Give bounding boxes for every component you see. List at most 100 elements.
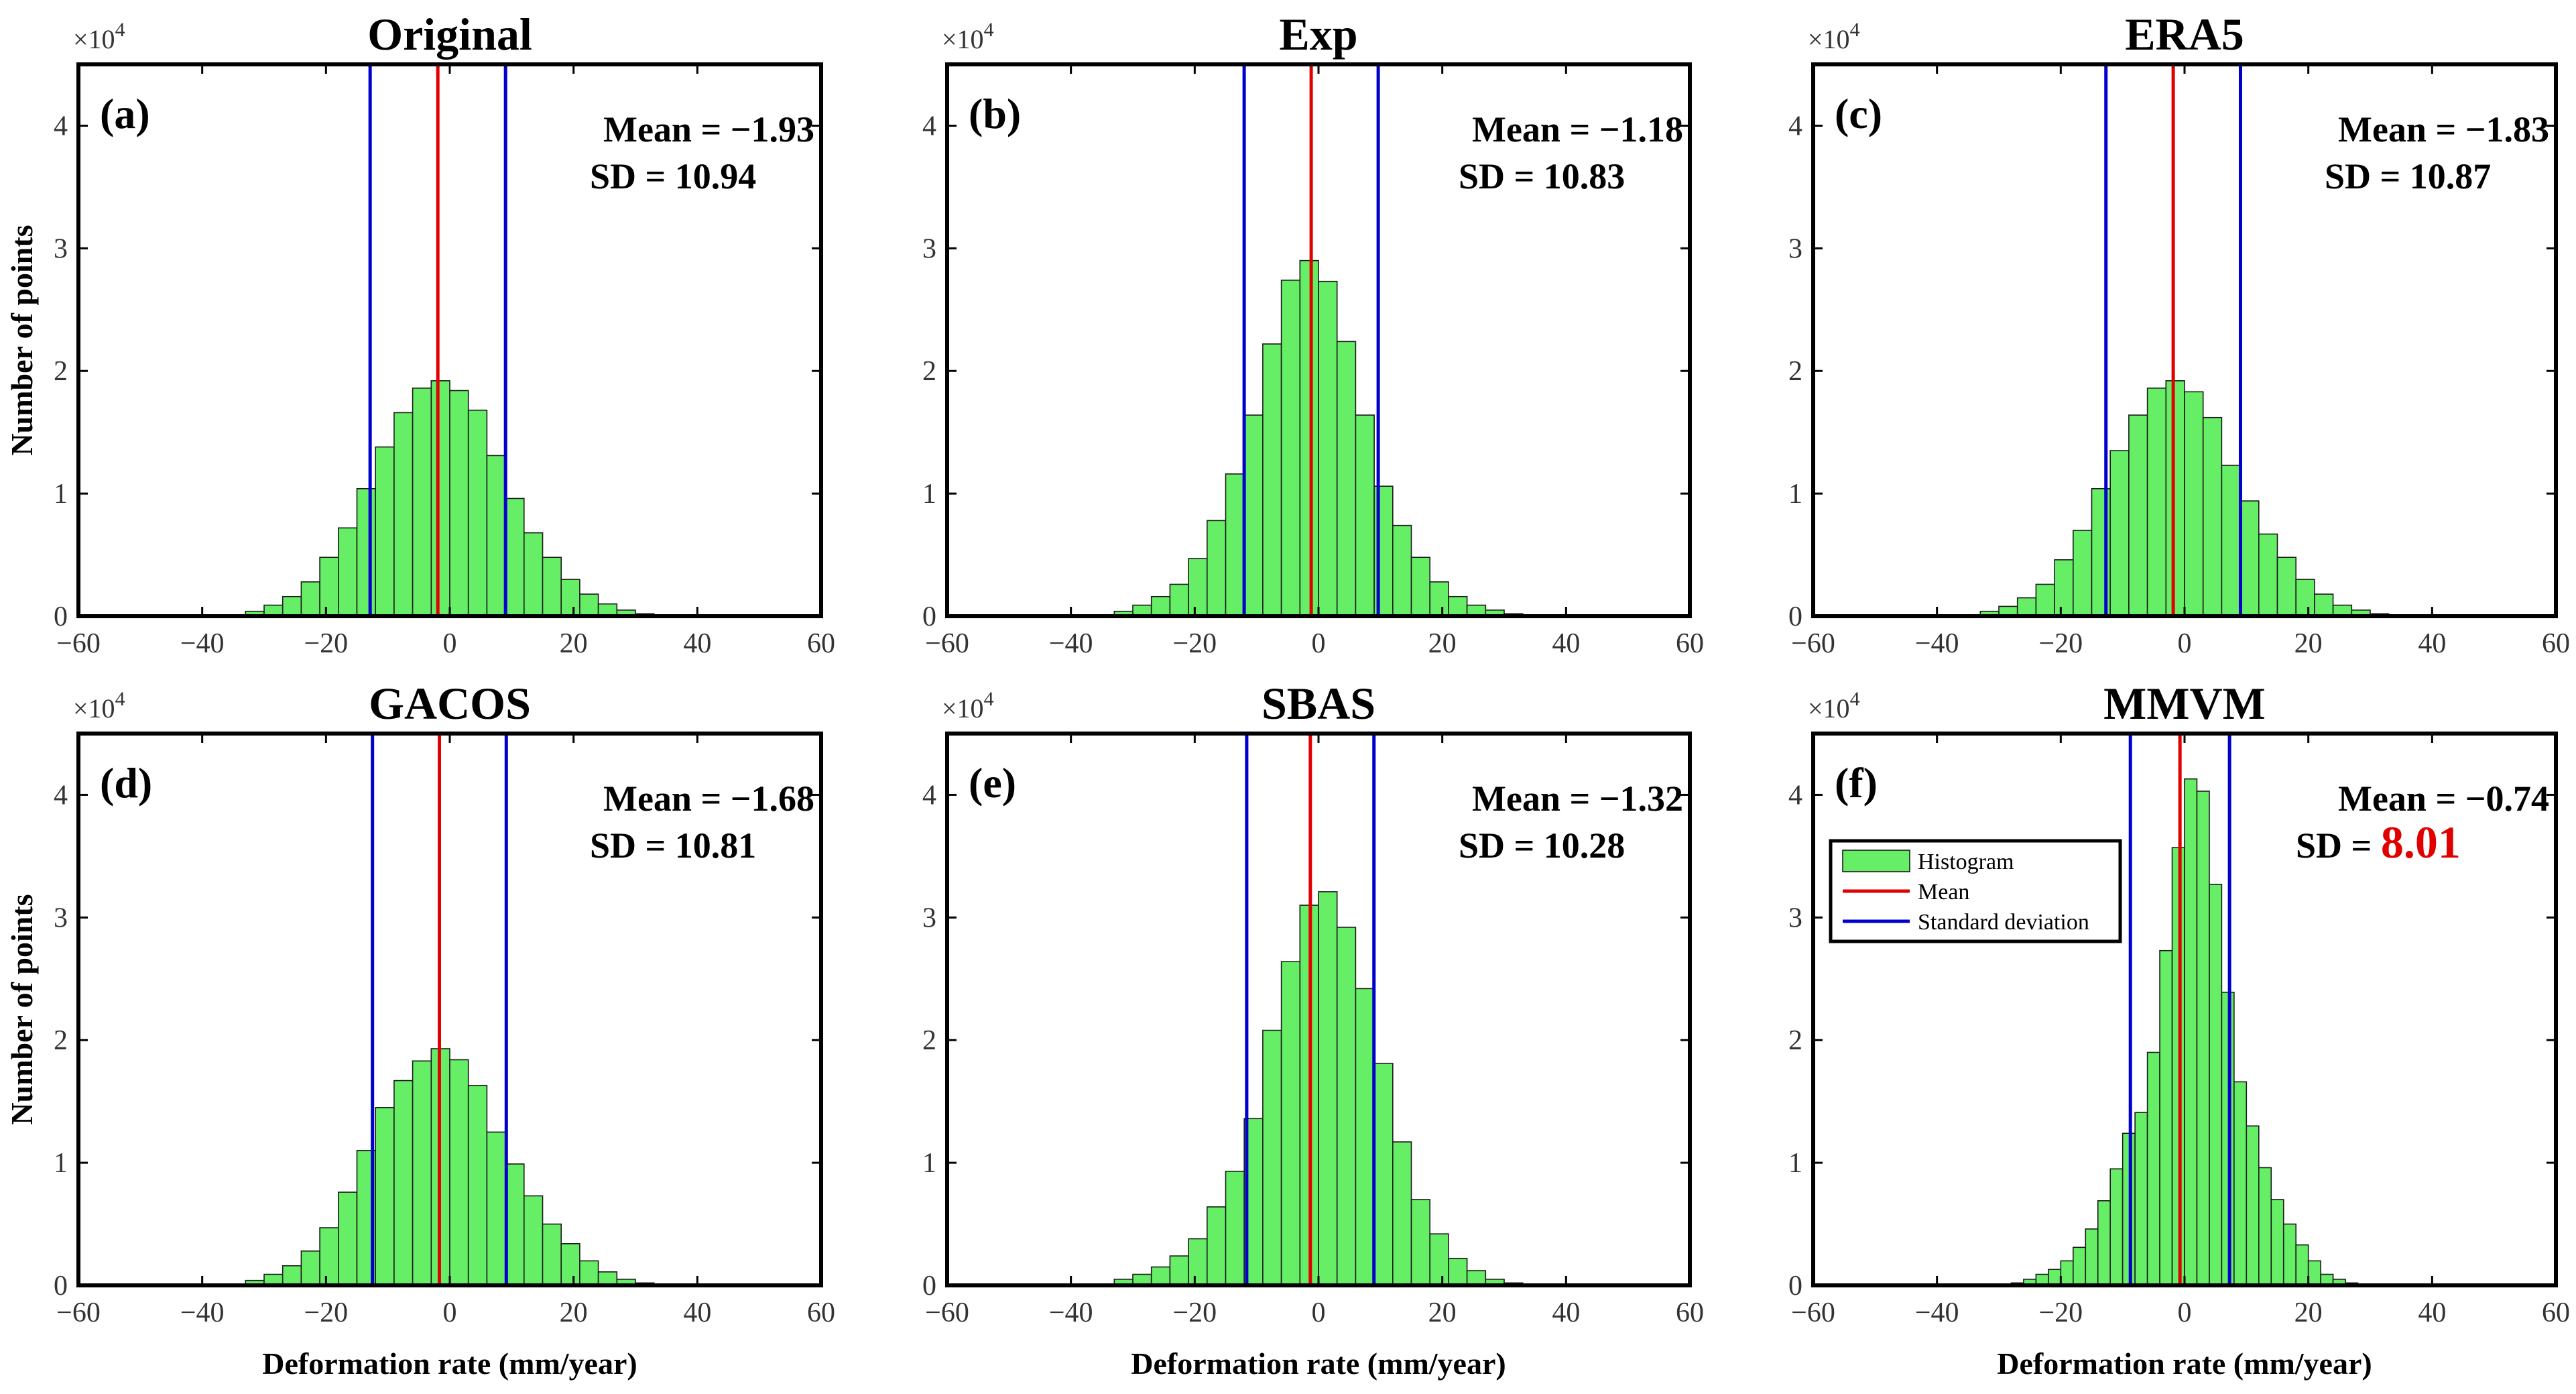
x-tick-label: −60	[925, 1297, 969, 1328]
y-tick-label: 1	[1788, 1148, 1802, 1179]
histogram-bar	[1429, 1233, 1449, 1286]
histogram-bar	[579, 1260, 599, 1286]
x-tick-label: −20	[1172, 628, 1217, 659]
histogram-bar	[505, 1163, 525, 1286]
x-tick-label: −20	[304, 1297, 348, 1328]
y-tick-label: 0	[54, 601, 68, 632]
histogram-bar	[597, 1271, 618, 1286]
histogram-bar	[282, 1265, 302, 1286]
legend: Histogram Mean Standard deviation	[1829, 839, 2122, 943]
mean-stat: Mean = −0.74	[2338, 778, 2549, 819]
y-tick-label: 0	[922, 1271, 936, 1301]
histogram-bar	[2073, 530, 2093, 617]
x-tick-label: 60	[1676, 628, 1704, 659]
histogram-bar	[2233, 1081, 2248, 1286]
histogram-bar	[2159, 949, 2173, 1286]
histogram-bar	[523, 1195, 544, 1286]
histogram-bar	[2307, 1260, 2321, 1286]
histogram-bar	[2109, 1168, 2124, 1286]
y-tick-label: 2	[54, 356, 68, 387]
histogram-bar	[2295, 579, 2315, 617]
x-tick-label: 0	[2178, 1297, 2192, 1328]
histogram-bar	[1318, 891, 1338, 1286]
y-exponent-base: ×10	[942, 24, 984, 54]
histogram-bar	[2097, 1200, 2111, 1286]
histogram-bar	[467, 409, 488, 617]
x-tick-label: −60	[925, 628, 969, 659]
y-exponent-power: 4	[984, 19, 994, 41]
y-tick-label: 2	[1788, 356, 1802, 387]
histogram-bar	[486, 1131, 506, 1286]
y-tick-label: 2	[922, 356, 936, 387]
histogram-bar	[2258, 533, 2278, 617]
x-tick-label: 40	[2418, 628, 2446, 659]
y-axis-label: Number of points	[5, 894, 39, 1124]
histogram-bar	[2295, 1244, 2309, 1286]
histogram-bar	[2196, 791, 2210, 1286]
histogram-bar	[1410, 557, 1431, 617]
histogram-bar	[1355, 414, 1375, 617]
y-exponent-base: ×10	[1808, 693, 1850, 723]
y-tick-label: 3	[1788, 903, 1802, 933]
y-axis-label: Number of points	[5, 225, 39, 455]
histogram-bar	[2134, 1112, 2148, 1286]
y-tick-label: 3	[1788, 233, 1802, 264]
panel-label: (c)	[1835, 90, 1882, 137]
x-tick-label: −40	[1049, 628, 1093, 659]
histogram-bar	[1207, 520, 1227, 617]
x-tick-label: −40	[1049, 1297, 1093, 1328]
x-tick-label: 20	[560, 1297, 588, 1328]
histogram-bar	[1448, 1257, 1468, 1286]
histogram-bar	[430, 380, 450, 617]
histogram-bar	[356, 487, 377, 617]
histogram-bar	[542, 1223, 562, 1286]
y-tick-label: 1	[922, 1148, 936, 1179]
histogram-bar	[2054, 559, 2074, 617]
histogram-bar	[393, 1080, 414, 1286]
y-exponent: ×104	[73, 688, 125, 723]
y-tick-label: 4	[54, 111, 68, 141]
sd-stat-value: 8.01	[2381, 817, 2461, 868]
x-tick-label: 20	[1428, 1297, 1457, 1328]
x-tick-label: 20	[1428, 628, 1457, 659]
x-tick-label: 0	[2178, 628, 2192, 659]
histogram-bar	[1336, 927, 1357, 1286]
panel-label: (f)	[1835, 759, 1878, 807]
y-exponent-power: 4	[115, 19, 125, 41]
histogram-bar	[375, 1107, 395, 1286]
histogram-bar	[2016, 597, 2037, 617]
histogram-bar	[2240, 500, 2260, 617]
x-tick-label: −20	[1172, 1297, 1217, 1328]
histogram-bar	[2060, 1260, 2074, 1286]
y-tick-label: 0	[1788, 1271, 1802, 1301]
histogram-bar	[449, 390, 469, 617]
histogram-bar	[1280, 961, 1301, 1286]
histogram-bar	[2035, 583, 2055, 617]
y-exponent-power: 4	[115, 688, 125, 710]
histogram-bar	[337, 527, 358, 617]
histogram-bar	[560, 579, 580, 617]
histogram-bar	[1466, 1270, 1487, 1286]
x-tick-label: 40	[1552, 628, 1580, 659]
histogram-bar	[2270, 1199, 2284, 1286]
x-tick-label: −40	[1915, 628, 1959, 659]
x-tick-label: 60	[2542, 1297, 2570, 1328]
histogram-bar	[1392, 1141, 1412, 1286]
legend-item-label: Histogram	[1918, 850, 2014, 874]
histogram-bar	[2109, 450, 2130, 617]
sd-stat: SD = 10.87	[2325, 156, 2491, 196]
mean-stat: Mean = −1.93	[603, 109, 814, 150]
x-tick-label: 40	[2418, 1297, 2446, 1328]
histogram-bar	[1169, 583, 1189, 617]
mean-stat: Mean = −1.18	[1472, 109, 1683, 150]
histogram-bar	[2258, 1167, 2272, 1286]
x-tick-label: −20	[2038, 628, 2083, 659]
mean-stat: Mean = −1.32	[1472, 778, 1683, 819]
histogram-bar	[2202, 416, 2223, 617]
histogram-bar	[560, 1243, 580, 1286]
y-tick-label: 1	[54, 1148, 68, 1179]
y-tick-label: 3	[54, 233, 68, 264]
